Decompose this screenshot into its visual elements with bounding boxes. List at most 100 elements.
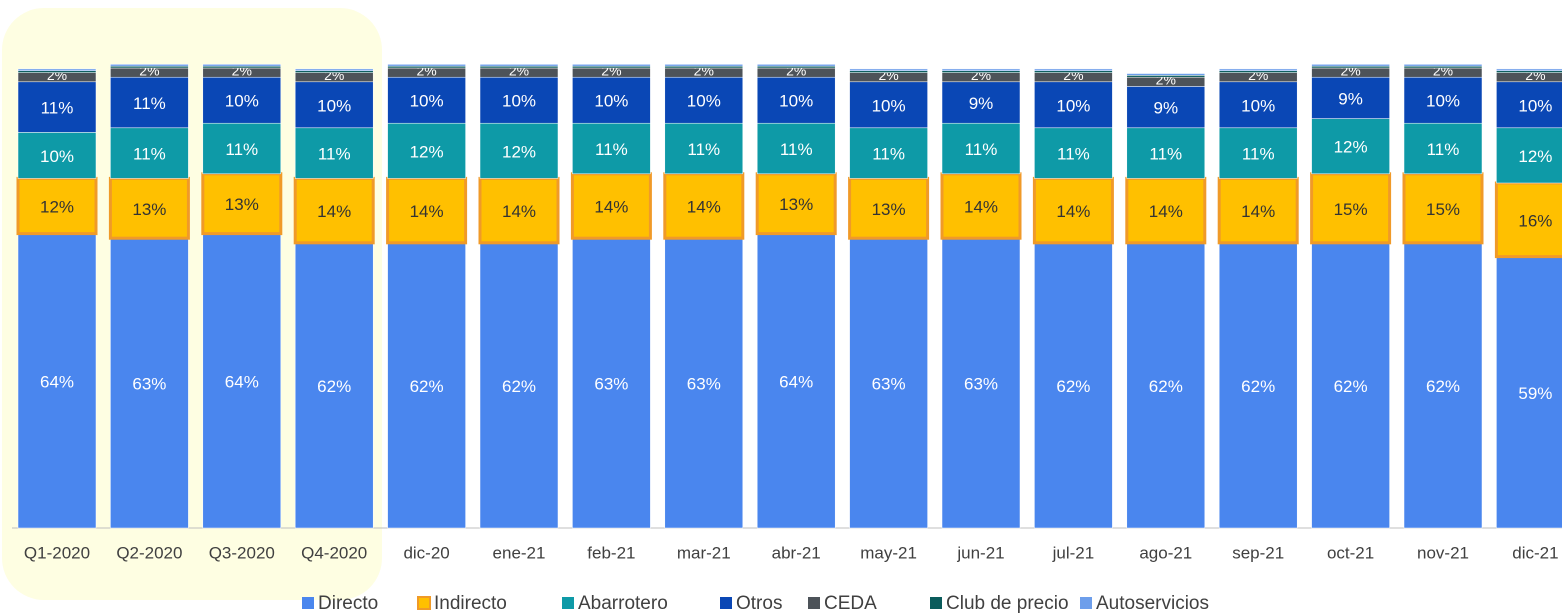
data-label: 63%: [964, 375, 998, 394]
bar-segment: [664, 65, 744, 69]
data-label: 13%: [132, 200, 166, 219]
bar-segment: [387, 65, 466, 69]
bar-segment: [849, 81, 928, 129]
bar-segment: [110, 127, 189, 179]
data-label: 63%: [594, 375, 628, 394]
data-label: 10%: [687, 92, 721, 111]
data-label: 10%: [1518, 96, 1552, 115]
data-label: 11%: [687, 140, 720, 159]
x-tick-label: may-21: [860, 543, 917, 562]
legend-label: Otros: [736, 593, 782, 614]
bar-segment: [1034, 68, 1113, 72]
bar-segment: [294, 81, 374, 129]
data-label: 10%: [502, 92, 536, 111]
bar-segment: [1218, 68, 1298, 72]
bar-segment: [294, 70, 374, 73]
bar-segment: [1034, 127, 1113, 179]
data-label: 11%: [318, 145, 351, 164]
data-label: 62%: [317, 377, 351, 396]
data-label: 14%: [687, 197, 721, 216]
data-label: 14%: [1241, 202, 1275, 221]
bar-segment: [941, 70, 1021, 73]
data-label: 11%: [133, 145, 166, 164]
bar-segment: [1125, 176, 1207, 245]
bar-segment: [572, 65, 651, 69]
bar-segment: [17, 70, 97, 73]
data-label: 11%: [780, 140, 813, 159]
data-label: 63%: [132, 375, 166, 394]
bar-segment: [664, 237, 744, 529]
highlight-area: [2, 8, 382, 600]
bar-segment: [756, 64, 836, 67]
bar-segment: [387, 242, 466, 529]
data-label: 13%: [779, 195, 813, 214]
data-label: 11%: [1057, 145, 1090, 164]
bar-segment: [1218, 127, 1298, 179]
data-label: 10%: [410, 92, 444, 111]
x-tick-label: dic-20: [403, 543, 449, 562]
bar-segment: [478, 176, 560, 245]
bar-segment: [1218, 70, 1298, 73]
bar-segment: [479, 242, 559, 529]
data-label: 12%: [502, 142, 536, 161]
data-label: 11%: [133, 94, 166, 113]
bar-segment: [1032, 176, 1114, 245]
data-label: 62%: [1149, 377, 1183, 396]
x-tick-label: nov-21: [1417, 543, 1469, 562]
data-label: 62%: [1426, 377, 1460, 396]
bar-segment: [1310, 172, 1392, 245]
data-label: 16%: [1518, 211, 1552, 230]
data-label: 11%: [1427, 140, 1460, 159]
bar-segment: [17, 81, 97, 133]
bar-segment: [1494, 181, 1562, 259]
bar-segment: [756, 233, 836, 529]
bar-segment: [1496, 81, 1562, 129]
bar-segment: [941, 81, 1021, 124]
bar-segment: [1403, 242, 1483, 529]
bar-segment: [110, 65, 189, 69]
bar-segment: [941, 122, 1021, 175]
legend-label: Autoservicios: [1096, 593, 1209, 614]
data-label: 63%: [687, 375, 721, 394]
bar-segment: [572, 237, 651, 529]
bar-segment: [294, 127, 374, 179]
data-label: 14%: [1056, 202, 1090, 221]
x-tick-label: Q2-2020: [116, 543, 182, 562]
x-tick-label: jul-21: [1052, 543, 1095, 562]
data-label: 11%: [1242, 145, 1275, 164]
x-tick-label: ene-21: [493, 543, 546, 562]
data-label: 11%: [1149, 145, 1182, 164]
bar-segment: [849, 127, 928, 179]
bar-segment: [479, 76, 559, 124]
data-label: 10%: [317, 96, 351, 115]
bar-segment: [572, 64, 651, 67]
data-label: 13%: [225, 195, 259, 214]
data-label: 14%: [594, 197, 628, 216]
x-tick-label: mar-21: [677, 543, 731, 562]
data-label: 12%: [410, 142, 444, 161]
bar-segment: [1311, 65, 1390, 69]
bar-segment: [1496, 127, 1562, 184]
legend-label: CEDA: [824, 593, 877, 614]
bar-segment: [1126, 127, 1206, 179]
data-label: 12%: [40, 197, 74, 216]
bar-segment: [202, 122, 282, 175]
data-label: 11%: [595, 140, 628, 159]
bar-segment: [294, 68, 374, 72]
bar-segment: [1126, 73, 1206, 76]
data-label: 9%: [1338, 89, 1363, 108]
bar-segment: [1403, 65, 1483, 69]
data-label: 10%: [872, 96, 906, 115]
legend-marker: [808, 597, 820, 609]
x-tick-label: Q4-2020: [301, 543, 367, 562]
bar-segment: [1403, 122, 1483, 175]
bar-segment: [1311, 242, 1390, 529]
bar-segment: [202, 76, 282, 124]
legend-marker: [1080, 597, 1092, 609]
data-label: 10%: [779, 92, 813, 111]
bar-segment: [17, 233, 97, 529]
bar-segment: [387, 122, 466, 179]
data-label: 64%: [779, 372, 813, 391]
data-label: 64%: [40, 372, 74, 391]
x-tick-label: jun-21: [956, 543, 1004, 562]
